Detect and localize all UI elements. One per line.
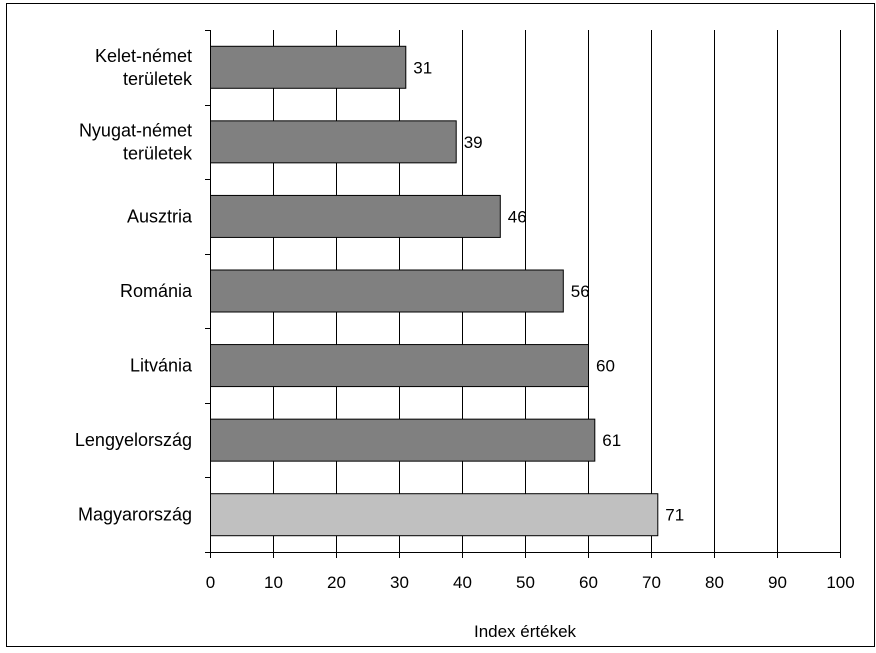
data-label: 39 — [464, 133, 483, 152]
data-label: 71 — [665, 506, 684, 525]
labels: 31 Kelet-német területek 39 Nyugat-német terü… — [75, 46, 855, 592]
bar — [210, 194, 501, 238]
category-label: Litvánia — [130, 356, 193, 376]
data-label: 60 — [596, 357, 615, 376]
bar — [210, 418, 596, 462]
category-label: Lengyelország — [75, 430, 192, 450]
x-axis-title: Index értékek — [474, 622, 577, 641]
data-label: 56 — [571, 282, 590, 301]
x-tick-label: 100 — [826, 573, 854, 592]
category-label: területek — [123, 143, 193, 163]
bars — [210, 45, 659, 537]
category-label: Magyarország — [78, 505, 192, 525]
category-label: Románia — [120, 281, 193, 301]
bar — [210, 269, 564, 313]
category-label: Kelet-német — [95, 46, 192, 66]
x-tick-label: 50 — [516, 573, 535, 592]
category-label: területek — [123, 69, 193, 89]
bar — [210, 493, 659, 537]
x-tick-label: 10 — [264, 573, 283, 592]
x-tick-label: 20 — [327, 573, 346, 592]
bar — [210, 120, 457, 164]
x-tick-label: 70 — [642, 573, 661, 592]
x-tick-label: 30 — [390, 573, 409, 592]
bar — [210, 45, 407, 89]
data-label: 31 — [413, 58, 432, 77]
x-tick-label: 90 — [768, 573, 787, 592]
x-tick-label: 60 — [579, 573, 598, 592]
chart-frame — [6, 3, 875, 647]
x-tick-label: 0 — [206, 573, 215, 592]
x-tick-label: 40 — [453, 573, 472, 592]
category-label: Nyugat-német — [79, 120, 192, 140]
data-label: 46 — [508, 207, 527, 226]
bar — [210, 344, 589, 388]
data-label: 61 — [602, 431, 621, 450]
x-tick-label: 80 — [705, 573, 724, 592]
category-label: Ausztria — [127, 206, 193, 226]
axes — [205, 30, 841, 558]
